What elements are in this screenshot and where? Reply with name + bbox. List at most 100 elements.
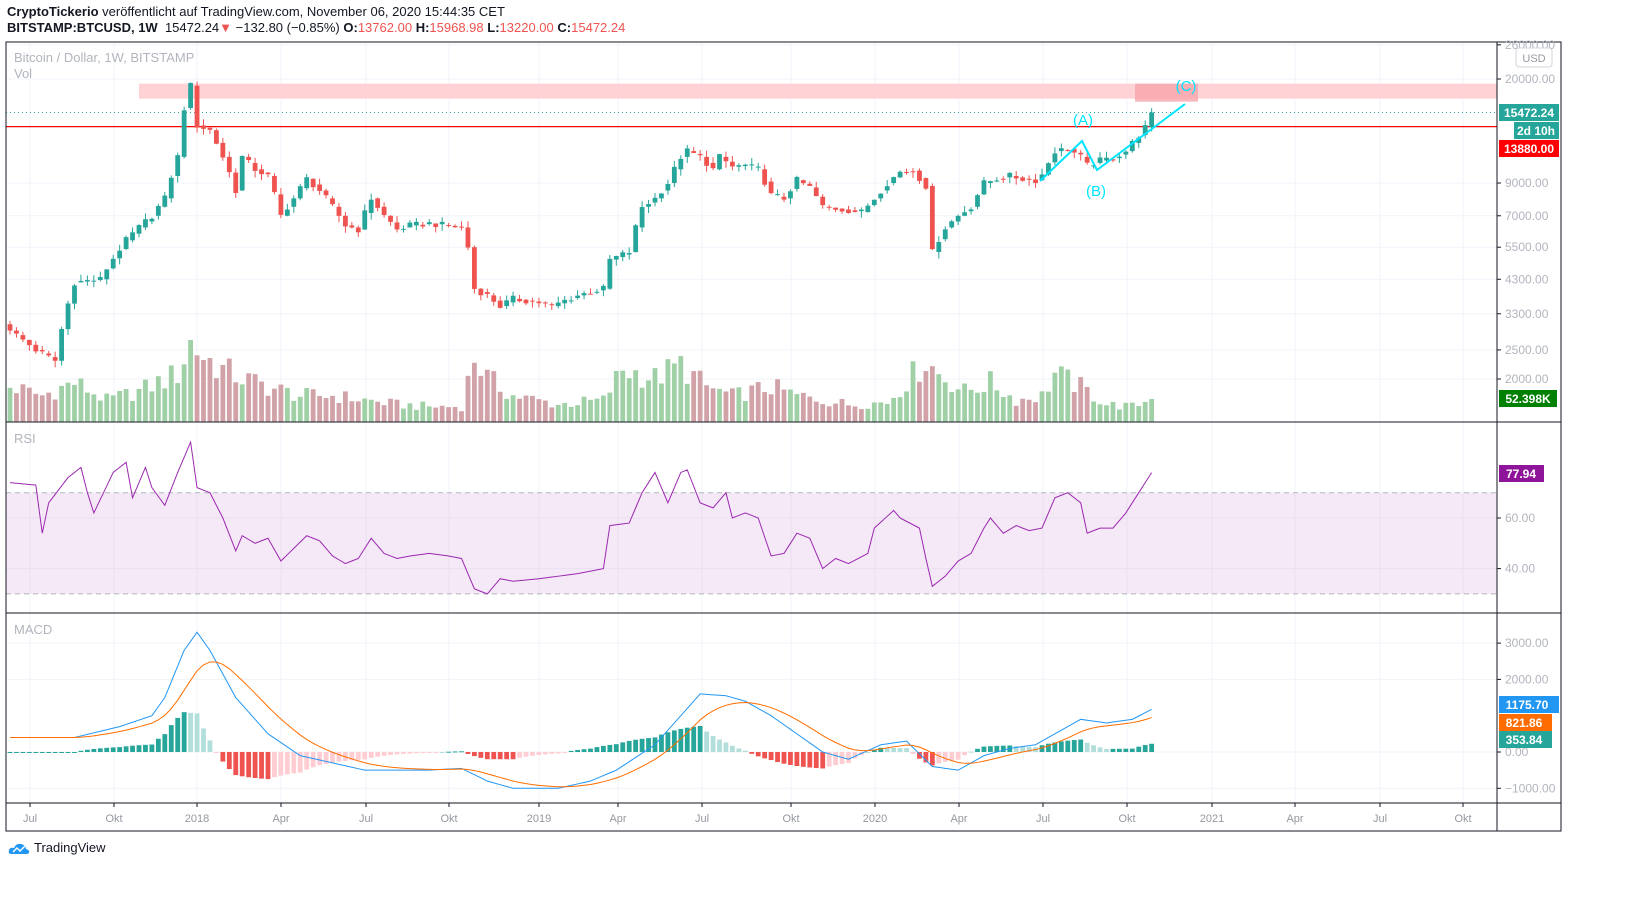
symbol-line: BITSTAMP:BTCUSD, 1W 15472.24▼ −132.80 (−… xyxy=(7,20,625,35)
candle xyxy=(975,193,980,210)
macd-histogram-bar xyxy=(355,752,361,760)
macd-histogram-bar xyxy=(375,752,381,757)
macd-histogram-bar xyxy=(214,752,219,753)
volume-bar xyxy=(588,399,593,422)
high-label: H: xyxy=(415,20,430,35)
candle xyxy=(162,191,168,208)
macd-histogram-bar xyxy=(291,752,297,774)
volume-bar xyxy=(1117,409,1122,422)
macd-histogram-bar xyxy=(330,752,335,763)
candle xyxy=(7,320,13,335)
candle-body xyxy=(794,176,800,189)
macd-histogram-bar xyxy=(1071,740,1077,752)
volume-bar xyxy=(504,398,510,422)
candle xyxy=(452,224,458,228)
candle-body xyxy=(633,225,639,253)
candle xyxy=(330,196,335,207)
macd-histogram-bar xyxy=(459,751,464,753)
candle-body xyxy=(1026,178,1032,180)
rsi-line xyxy=(9,440,1153,595)
volume-bar xyxy=(459,411,464,422)
candle xyxy=(323,188,329,199)
volume-bar xyxy=(130,400,135,422)
y-tick-label: 2000.00 xyxy=(1505,372,1549,386)
macd-histogram-bar xyxy=(833,752,838,766)
macd-histogram-bar xyxy=(568,750,574,752)
hist-badge-text: 353.84 xyxy=(1506,733,1543,747)
currency-button[interactable] xyxy=(1515,47,1553,68)
macd-histogram-bar xyxy=(646,738,651,752)
candle xyxy=(226,151,232,178)
candle xyxy=(265,172,271,178)
volume-bar xyxy=(1046,391,1051,422)
macd-histogram-bar xyxy=(130,745,135,752)
macd-histogram-bar xyxy=(452,751,458,753)
macd-histogram-bar xyxy=(788,752,793,765)
macd-histogram-bar xyxy=(968,751,974,753)
candle xyxy=(633,224,639,253)
volume-bar xyxy=(523,395,529,422)
volume-bar xyxy=(155,376,161,422)
candle xyxy=(259,164,264,181)
volume-bar xyxy=(1078,377,1084,422)
candle xyxy=(607,255,613,290)
macd-histogram-bar xyxy=(581,749,587,752)
macd-histogram-bar xyxy=(123,746,129,752)
volume-bar xyxy=(646,380,651,422)
candle xyxy=(530,297,535,308)
macd-histogram-bar xyxy=(1058,741,1064,752)
candle xyxy=(91,275,97,288)
macd-histogram-bar xyxy=(1123,748,1129,752)
candle-body xyxy=(452,225,458,228)
wave-drawings[interactable] xyxy=(1039,103,1186,182)
volume-bar xyxy=(207,358,213,422)
candle-body xyxy=(749,164,755,166)
macd-histogram-bar xyxy=(562,752,568,753)
volume-bar xyxy=(284,387,290,422)
volume-bar xyxy=(407,403,413,422)
volume-bar xyxy=(439,405,445,422)
candle-body xyxy=(246,156,252,160)
macd-histogram-bar xyxy=(536,752,542,755)
x-tick-label: Jul xyxy=(1036,813,1050,825)
legend-rsi: RSI xyxy=(14,431,36,446)
candle-body xyxy=(59,328,64,361)
macd-histogram-bar xyxy=(168,725,174,752)
candle xyxy=(994,177,1000,183)
candle xyxy=(568,296,574,304)
x-tick-label: Apr xyxy=(1286,813,1303,825)
candle xyxy=(659,193,664,202)
volume-bar xyxy=(181,364,187,422)
candle-body xyxy=(562,299,568,304)
volume-bar xyxy=(575,405,580,422)
volume-bar xyxy=(749,385,755,422)
candle xyxy=(65,300,71,335)
candle xyxy=(1129,139,1135,153)
candle xyxy=(1065,149,1071,152)
y-tick-label: −1000.00 xyxy=(1505,781,1556,795)
macd-histogram-bar xyxy=(497,752,503,760)
macd-histogram-bar xyxy=(336,752,342,762)
macd-histogram-bar xyxy=(59,752,64,753)
cloud-logo-icon xyxy=(8,843,30,854)
currency-label: USD xyxy=(1522,53,1545,65)
tradingview-logo[interactable]: TradingView xyxy=(8,840,106,855)
volume-bar xyxy=(1039,391,1045,422)
volume-bar xyxy=(884,403,890,422)
candle xyxy=(510,291,516,307)
candle xyxy=(800,179,806,186)
volume-bar xyxy=(394,399,400,422)
candle-body xyxy=(910,171,916,173)
volume-bar xyxy=(555,404,561,422)
volume-bar xyxy=(304,388,310,422)
x-tick-label: Okt xyxy=(782,813,799,825)
candle xyxy=(1117,153,1122,163)
volume-bar xyxy=(755,382,761,422)
candle-body xyxy=(517,298,522,302)
candle-body xyxy=(381,206,387,216)
candle-body xyxy=(1078,152,1084,155)
macd-histogram-bar xyxy=(194,713,200,752)
volume-bar xyxy=(994,390,1000,422)
volume-bar xyxy=(510,395,516,422)
